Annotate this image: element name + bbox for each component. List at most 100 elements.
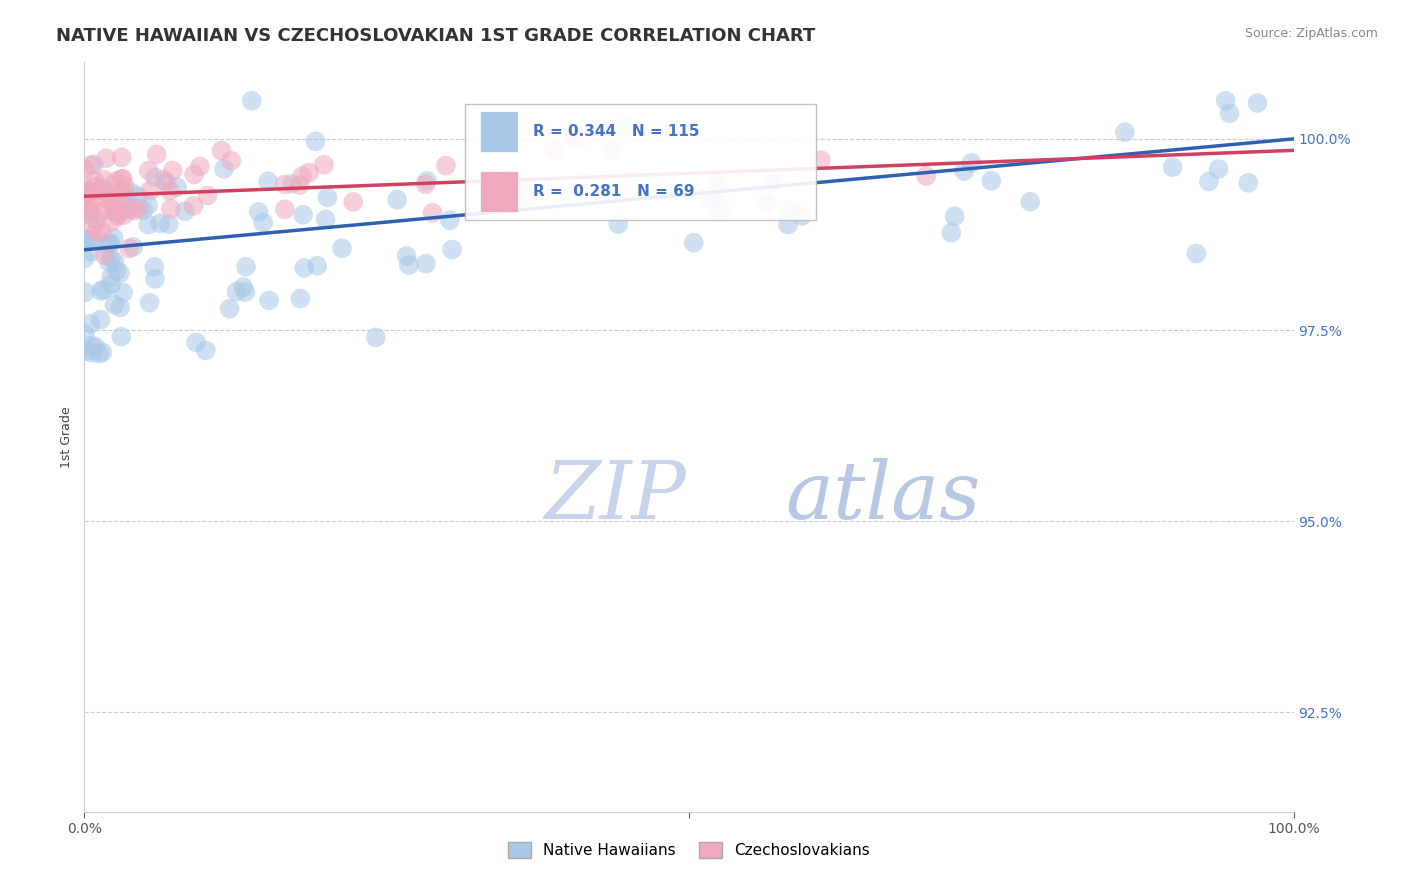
Point — [80, 185, 103, 199]
Point — [112, 208, 135, 222]
Point — [915, 169, 938, 183]
Point — [89, 312, 111, 326]
Point — [77, 204, 100, 219]
Point — [495, 173, 517, 187]
Point — [75, 285, 97, 300]
Point — [342, 194, 364, 209]
Point — [75, 188, 97, 202]
Point — [517, 187, 540, 202]
Point — [93, 181, 115, 195]
Point — [93, 248, 115, 262]
Point — [292, 208, 315, 222]
FancyBboxPatch shape — [465, 103, 815, 219]
Point — [82, 345, 104, 359]
Point — [218, 301, 240, 316]
Point — [173, 204, 195, 219]
Point — [136, 218, 159, 232]
Point — [387, 193, 409, 207]
Point — [89, 347, 111, 361]
Point — [100, 236, 122, 251]
Point — [108, 301, 131, 315]
Point — [235, 285, 257, 299]
Point — [434, 159, 457, 173]
Point — [762, 176, 785, 190]
Point — [84, 340, 107, 354]
Point — [79, 200, 101, 214]
Point — [93, 283, 115, 297]
Point — [122, 240, 145, 254]
Point — [980, 174, 1002, 188]
Point — [98, 255, 121, 269]
Point — [80, 207, 103, 221]
Point — [153, 173, 176, 187]
Point — [104, 255, 127, 269]
Point — [183, 199, 205, 213]
Point — [247, 205, 270, 219]
Point — [307, 259, 329, 273]
Point — [197, 188, 219, 202]
Point — [98, 236, 121, 251]
Point — [100, 270, 122, 285]
Point — [83, 219, 105, 233]
Point — [100, 277, 122, 292]
Point — [415, 178, 437, 192]
Point — [110, 182, 132, 196]
Point — [1019, 194, 1042, 209]
Point — [104, 174, 127, 188]
Point — [75, 327, 97, 342]
Point — [953, 164, 976, 178]
Point — [111, 172, 134, 186]
Point — [779, 202, 801, 217]
Point — [614, 120, 637, 135]
Point — [209, 144, 232, 158]
Point — [166, 180, 188, 194]
Point — [73, 162, 96, 177]
Point — [415, 257, 437, 271]
Point — [364, 330, 387, 344]
Point — [274, 178, 297, 192]
Point — [89, 205, 111, 219]
Point — [136, 198, 159, 212]
Point — [682, 235, 704, 250]
Point — [84, 225, 107, 239]
Point — [90, 183, 112, 197]
Point — [312, 158, 335, 172]
Point — [91, 345, 114, 359]
Point — [139, 184, 162, 198]
Point — [441, 243, 464, 257]
Point — [232, 280, 254, 294]
Point — [1185, 246, 1208, 260]
Point — [145, 147, 167, 161]
Point — [257, 174, 280, 188]
Point — [103, 298, 125, 312]
Point — [194, 343, 217, 358]
Point — [121, 186, 143, 200]
Text: Source: ZipAtlas.com: Source: ZipAtlas.com — [1244, 27, 1378, 40]
Point — [755, 195, 778, 210]
Point — [1161, 160, 1184, 174]
Point — [100, 251, 122, 265]
Point — [108, 266, 131, 280]
Point — [110, 150, 132, 164]
Point — [100, 192, 122, 206]
Point — [149, 216, 172, 230]
Y-axis label: 1st Grade: 1st Grade — [60, 406, 73, 468]
Point — [80, 244, 103, 259]
Text: R = 0.344   N = 115: R = 0.344 N = 115 — [533, 124, 699, 139]
Point — [778, 218, 800, 232]
Point — [107, 192, 129, 206]
Point — [103, 230, 125, 244]
Point — [183, 168, 205, 182]
Point — [503, 177, 526, 191]
Point — [73, 252, 96, 266]
Point — [298, 165, 321, 179]
Point — [240, 94, 263, 108]
FancyBboxPatch shape — [479, 171, 519, 212]
Point — [162, 163, 184, 178]
Text: atlas: atlas — [786, 458, 981, 536]
Point — [118, 202, 141, 217]
Point — [143, 272, 166, 286]
Point — [225, 285, 247, 299]
Point — [600, 143, 623, 157]
Point — [252, 215, 274, 229]
